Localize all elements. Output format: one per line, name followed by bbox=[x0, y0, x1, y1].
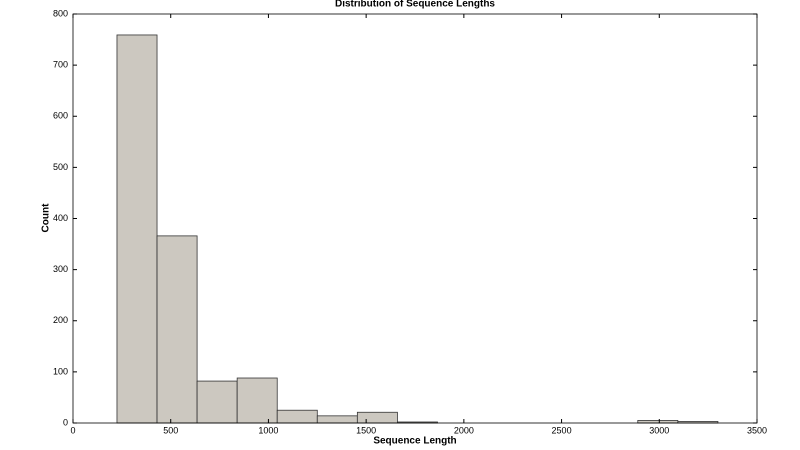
y-tick-label: 600 bbox=[53, 111, 68, 121]
y-tick-label: 400 bbox=[53, 213, 68, 223]
bar bbox=[356, 411, 398, 424]
y-tick-label: 500 bbox=[53, 162, 68, 172]
x-tick-label: 2000 bbox=[454, 425, 474, 435]
y-tick-label: 700 bbox=[53, 60, 68, 70]
bar bbox=[276, 409, 318, 424]
chart-title: Distribution of Sequence Lengths bbox=[335, 0, 495, 10]
bar bbox=[316, 415, 358, 424]
x-tick-label: 1000 bbox=[258, 425, 278, 435]
y-tick-label: 800 bbox=[53, 8, 68, 18]
bar bbox=[196, 380, 238, 424]
y-tick-label: 0 bbox=[63, 417, 68, 427]
y-axis-label: Count bbox=[41, 203, 52, 233]
x-tick-label: 2500 bbox=[552, 425, 572, 435]
y-tick-label: 200 bbox=[53, 315, 68, 325]
x-tick-label: 500 bbox=[163, 425, 178, 435]
x-tick-label: 3000 bbox=[649, 425, 669, 435]
bar bbox=[156, 235, 198, 424]
x-axis-label: Sequence Length bbox=[373, 436, 456, 447]
y-tick-label: 100 bbox=[53, 366, 68, 376]
bar bbox=[116, 34, 158, 424]
x-tick-label: 3500 bbox=[747, 425, 767, 435]
x-tick-label: 0 bbox=[70, 425, 75, 435]
y-tick-label: 300 bbox=[53, 264, 68, 274]
x-tick-label: 1500 bbox=[356, 425, 376, 435]
bar bbox=[236, 377, 278, 424]
